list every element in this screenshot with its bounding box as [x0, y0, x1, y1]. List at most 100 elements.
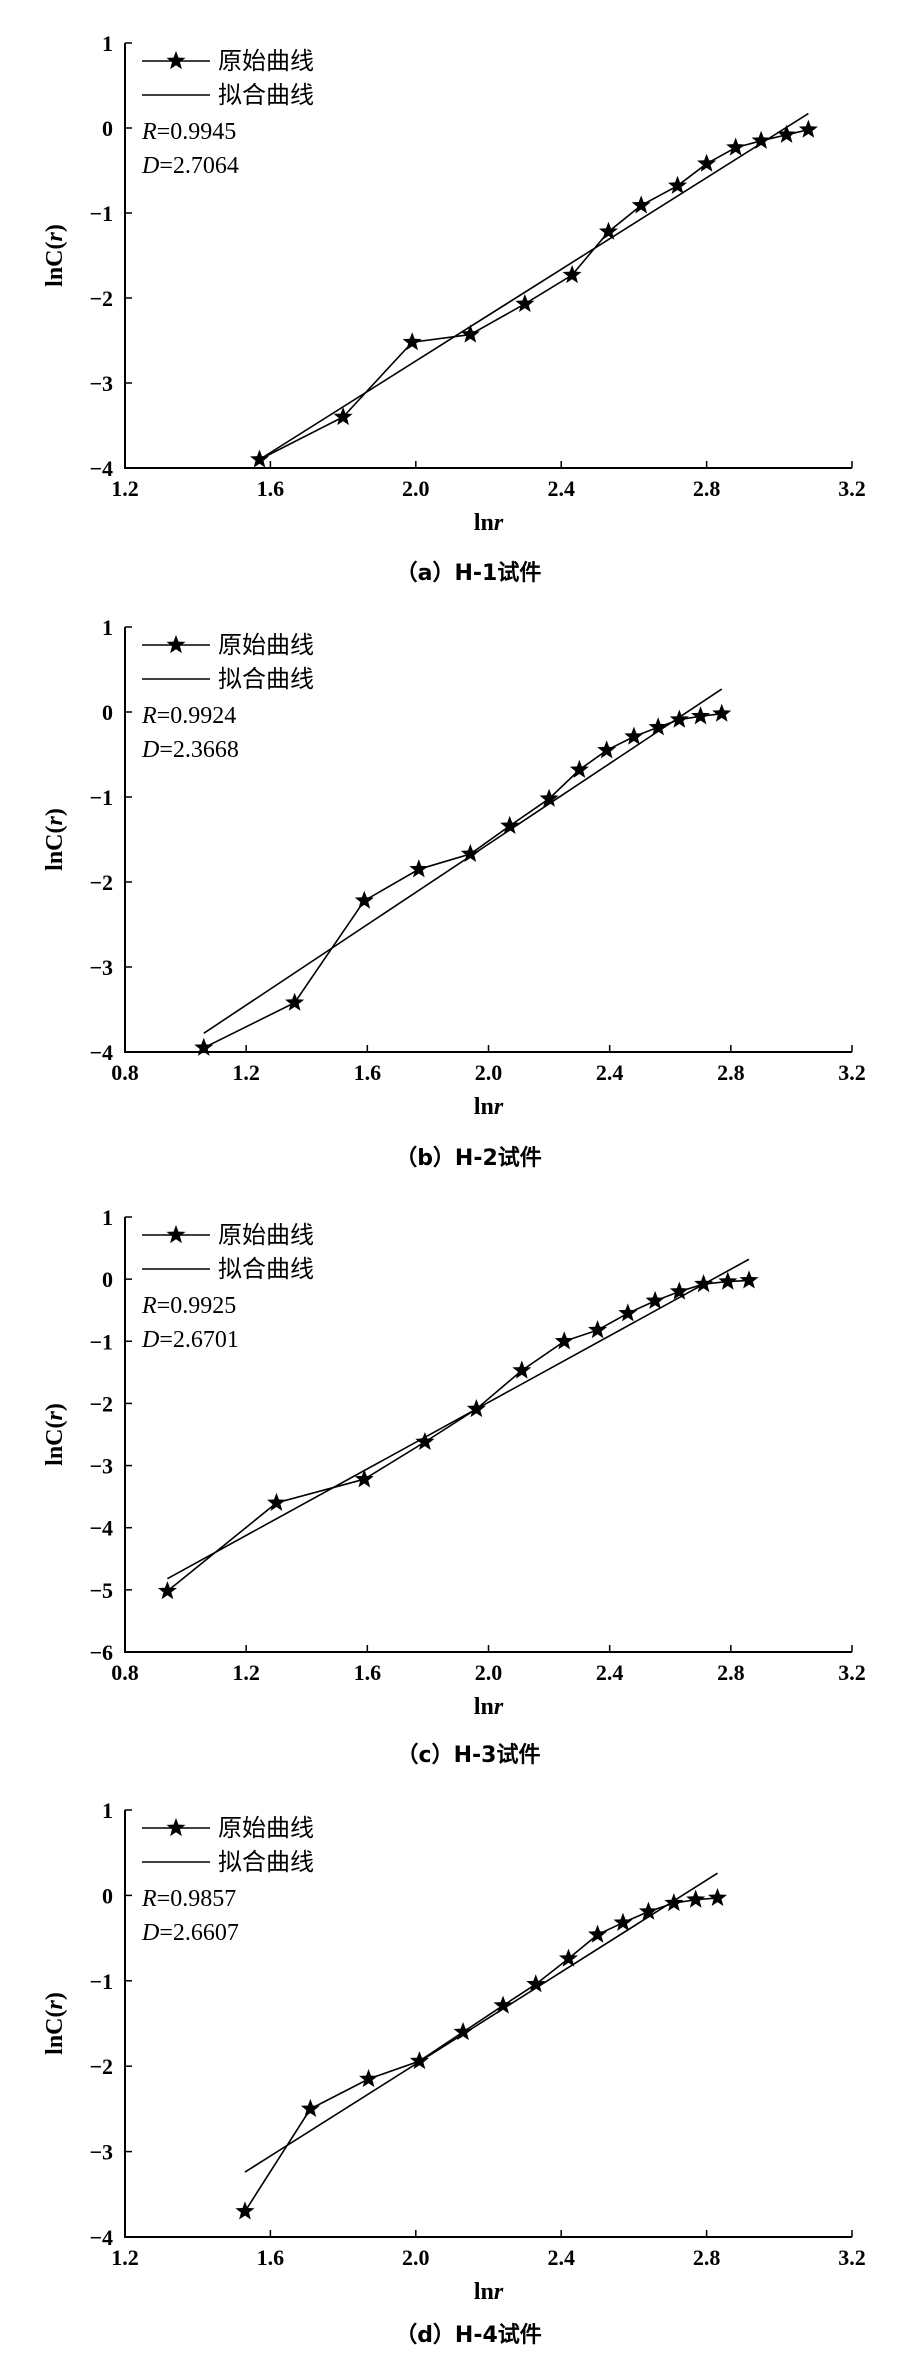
x-axis-label-main: ln [474, 2279, 494, 2305]
x-tick-label: 1.2 [232, 1660, 260, 1685]
y-tick-label: −2 [89, 286, 113, 311]
chart-caption: （a）H-1试件 [396, 561, 542, 586]
stat-r: R=0.9945 [141, 119, 236, 145]
data-point-star [691, 706, 711, 725]
legend-original-label: 原始曲线 [218, 1814, 314, 1842]
chart-panel-c: 0.8 1.2 1.6 2.0 2.4 2.8 3.2−6−5−4−3−2−101lnrln… [42, 1205, 866, 1768]
x-axis-label: lnr [474, 1094, 504, 1120]
y-tick-label: −3 [89, 371, 113, 396]
data-point-star [409, 2051, 429, 2070]
y-axis-label-var: r [42, 815, 68, 825]
x-axis-label-var: r [494, 2279, 504, 2305]
stat-r-label: R [141, 119, 157, 145]
x-tick-label: 2.0 [402, 476, 430, 501]
data-point-star [648, 717, 668, 736]
x-axis-label-var: r [494, 1694, 504, 1720]
series-fit-line [244, 1872, 718, 2173]
x-axis-label: lnr [474, 510, 504, 536]
y-axis-label-var: r [42, 1410, 68, 1420]
data-point-star [669, 709, 689, 728]
x-axis-label: lnr [474, 2279, 504, 2305]
stat-r: R=0.9924 [141, 703, 236, 729]
x-tick-label: 2.4 [547, 2245, 575, 2270]
chart-panel-a: 1.2 1.6 2.0 2.4 2.8 3.2−4−3−2−101lnrlnC(r)原始曲… [42, 31, 866, 586]
data-point-star [266, 1492, 286, 1511]
x-axis-label-main: ln [474, 1094, 494, 1120]
y-axis-label: lnC(r) [42, 808, 68, 871]
x-tick-label: 2.8 [717, 1060, 745, 1085]
data-point-star [409, 859, 429, 878]
x-tick-label: 3.2 [838, 476, 866, 501]
stat-d-value: =2.3668 [159, 737, 239, 763]
y-tick-label: 1 [102, 1205, 113, 1230]
data-point-star [333, 407, 353, 426]
series-original-line [203, 712, 722, 1049]
y-axis-label-paren: ( [42, 2009, 68, 2017]
x-tick-label: 2.0 [475, 1660, 503, 1685]
data-point-star [235, 2201, 255, 2220]
y-tick-label: −3 [89, 955, 113, 980]
series-original-line [166, 1279, 750, 1592]
stat-d-label: D [141, 737, 159, 763]
stat-d: D=2.6607 [141, 1920, 239, 1946]
stat-d-label: D [141, 153, 159, 179]
data-point-star [558, 1948, 578, 1967]
y-axis-label-main: lnC [42, 833, 68, 870]
chart-caption: （d）H-4试件 [395, 2323, 542, 2348]
x-tick-label: 2.8 [693, 2245, 721, 2270]
data-point-star [157, 1581, 177, 1600]
stat-d-label: D [141, 1327, 159, 1353]
data-point-star [739, 1270, 759, 1289]
data-point-star [694, 1274, 714, 1293]
x-axis-label-var: r [494, 1094, 504, 1120]
stat-d-label: D [141, 1920, 159, 1946]
legend-star-icon [166, 51, 186, 70]
y-tick-label: −2 [89, 1391, 113, 1416]
data-point-star [645, 1290, 665, 1309]
data-point-star [631, 195, 651, 214]
y-tick-label: 1 [102, 31, 113, 56]
data-point-star [453, 2022, 473, 2041]
x-tick-label: 2.4 [596, 1060, 624, 1085]
stat-d: D=2.7064 [141, 153, 239, 179]
y-tick-label: −1 [89, 785, 113, 810]
data-point-star [500, 815, 520, 834]
data-point-star [554, 1331, 574, 1350]
data-point-star [707, 1887, 728, 1907]
chart-panel-b: 0.8 1.2 1.6 2.0 2.4 2.8 3.2−4−3−2−101lnrlnC(r)… [42, 615, 866, 1171]
stat-r-value: =0.9925 [157, 1293, 237, 1319]
chart-caption: （b）H-2试件 [395, 1146, 542, 1171]
stat-r-value: =0.9924 [157, 703, 237, 729]
data-point-star [624, 726, 644, 745]
data-point-star [493, 1995, 513, 2014]
y-tick-label: −1 [89, 1329, 113, 1354]
y-axis-label-main: lnC [42, 1428, 68, 1465]
chart-panel-d: 1.2 1.6 2.0 2.4 2.8 3.2−4−3−2−101lnrlnC(r)原始曲… [42, 1798, 866, 2348]
y-tick-label: −4 [89, 1040, 113, 1065]
x-tick-label: 1.2 [232, 1060, 260, 1085]
data-point-star [562, 265, 582, 284]
y-axis-label-main: lnC [42, 249, 68, 286]
data-point-star [588, 1320, 608, 1339]
data-point-star [726, 137, 746, 156]
y-axis-label-paren: ( [42, 825, 68, 833]
data-point-star [402, 332, 422, 351]
data-point-star [285, 992, 305, 1011]
y-tick-label: −4 [89, 456, 113, 481]
data-point-star [249, 449, 270, 468]
y-axis-label-paren: ) [42, 1992, 68, 2000]
data-point-star [194, 1037, 214, 1056]
data-point-star [613, 1912, 633, 1931]
y-axis-label: lnC(r) [42, 1403, 68, 1466]
stat-r-value: =0.9945 [157, 119, 237, 145]
data-point-star [718, 1271, 738, 1290]
stat-d-value: =2.6701 [159, 1327, 239, 1353]
legend-star-icon [166, 635, 186, 654]
stat-r: R=0.9925 [141, 1293, 236, 1319]
data-point-star [597, 740, 617, 759]
x-axis-label-main: ln [474, 1694, 494, 1720]
series-fit-line [203, 688, 723, 1034]
data-point-star [712, 703, 732, 722]
data-point-star [415, 1431, 435, 1451]
series-fit-line [259, 112, 809, 461]
